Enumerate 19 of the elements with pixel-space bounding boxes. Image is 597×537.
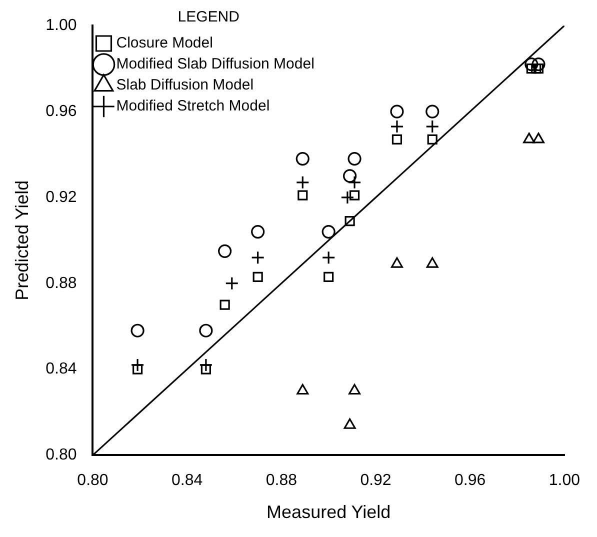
legend-label: Closure Model [116,34,213,52]
y-axis-title: Predicted Yield [12,180,32,300]
x-tick-label: 1.00 [548,472,580,490]
y-tick-label: 1.00 [46,17,77,34]
legend-label: Modified Slab Diffusion Model [116,56,314,73]
x-tick-label: 0.80 [77,472,108,490]
y-tick-label: 0.84 [46,360,77,378]
x-tick-label: 0.92 [360,472,392,490]
y-tick-label: 0.88 [46,274,77,292]
x-tick-label: 0.84 [172,472,203,490]
legend-title: LEGEND [178,8,240,26]
y-tick-label: 0.80 [46,446,77,464]
y-tick-label: 0.96 [46,102,77,120]
y-tick-label: 0.92 [46,188,77,206]
legend-label: Modified Stretch Model [116,98,270,115]
x-tick-label: 0.88 [266,472,298,490]
x-axis-title: Measured Yield [266,502,391,522]
x-tick-label: 0.96 [454,472,486,490]
legend-label: Slab Diffusion Model [116,76,254,94]
